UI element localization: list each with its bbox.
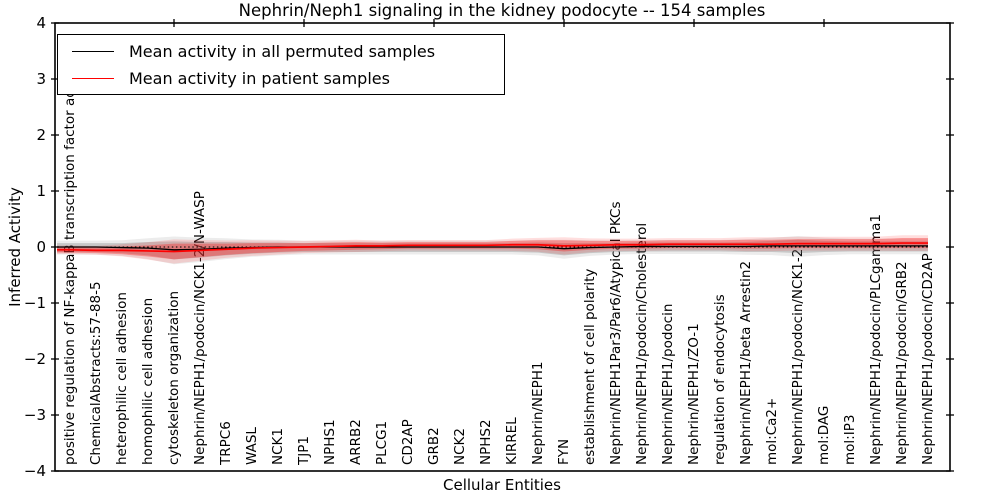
y-tick-label: −2	[24, 350, 46, 368]
x-tick-label: Nephrin/NEPH1/podocin/PLCgamma1	[868, 214, 884, 465]
x-tick-label: establishment of cell polarity	[582, 269, 598, 465]
y-tick-label: 2	[36, 126, 46, 144]
x-tick-label: Nephrin/NEPH1	[530, 362, 546, 465]
legend-entry-patient: Mean activity in patient samples	[58, 65, 504, 91]
legend-label-patient: Mean activity in patient samples	[129, 68, 390, 88]
y-tick-label: 3	[36, 70, 46, 88]
x-tick-label: mol:DAG	[816, 406, 832, 465]
y-tick-label: 0	[36, 238, 46, 256]
permuted-mean-line	[57, 245, 928, 251]
x-tick-label: PLCG1	[374, 421, 390, 465]
patient-samples-range-outer-band	[57, 235, 928, 264]
x-tick-label: Nephrin/NEPH1Par3/Par6/Atypical PKCs	[608, 202, 624, 466]
patient-mean-line	[57, 242, 928, 253]
x-tick-label: NCK2	[452, 428, 468, 465]
x-tick-label: Nephrin/NEPH1/podocin/NCK1-2	[790, 249, 806, 465]
permuted-samples-range-outer-band	[57, 236, 928, 265]
x-tick-label: homophilic cell adhesion	[140, 298, 156, 465]
x-tick-label: mol:IP3	[842, 415, 858, 465]
x-tick-label: TRPC6	[218, 421, 234, 466]
x-tick-label: WASL	[244, 427, 260, 465]
y-tick-label: 1	[36, 182, 46, 200]
y-tick-label: 4	[36, 14, 46, 32]
x-tick-label: NCK1	[270, 428, 286, 465]
x-tick-label: regulation of endocytosis	[712, 294, 728, 465]
x-tick-label: TJP1	[296, 436, 312, 466]
x-tick-label: Nephrin/NEPH1/podocin	[660, 304, 676, 465]
legend-entry-permuted: Mean activity in all permuted samples	[58, 38, 504, 64]
x-tick-label: KIRREL	[504, 417, 520, 465]
x-tick-label: CD2AP	[400, 419, 416, 465]
x-tick-label: GRB2	[426, 427, 442, 465]
y-tick-label: −3	[24, 406, 46, 424]
x-tick-label: Nephrin/NEPH1/ZO-1	[686, 323, 702, 465]
x-tick-label: positive regulation of NF-kappaB transcr…	[62, 56, 78, 465]
x-axis-title: Cellular Entities	[443, 476, 561, 494]
x-tick-label: Nephrin/NEPH1/podocin/GRB2	[894, 261, 910, 465]
chart-title: Nephrin/Neph1 signaling in the kidney po…	[238, 1, 766, 20]
y-tick-label: −1	[24, 294, 46, 312]
x-tick-label: ARRB2	[348, 419, 364, 465]
x-tick-label: NPHS1	[322, 419, 338, 465]
x-tick-label: ChemicalAbstracts:57-88-5	[88, 281, 104, 465]
x-tick-label: cytoskeleton organization	[166, 291, 182, 465]
y-axis-title: Inferred Activity	[6, 187, 24, 307]
x-tick-label: Nephrin/NEPH1/podocin/CD2AP	[920, 253, 936, 465]
x-tick-label: Nephrin/NEPH1/beta Arrestin2	[738, 261, 754, 465]
x-tick-label: mol:Ca2+	[764, 398, 780, 465]
legend-box: Mean activity in all permuted samples Me…	[57, 34, 505, 95]
x-tick-label: FYN	[556, 439, 572, 465]
y-tick-label: −4	[24, 462, 46, 480]
x-tick-label: Nephrin/NEPH1/podocin/Cholesterol	[634, 223, 650, 465]
legend-label-permuted: Mean activity in all permuted samples	[129, 41, 436, 61]
patient-line-swatch	[72, 77, 114, 79]
permuted-line-swatch	[72, 50, 114, 52]
x-tick-label: NPHS2	[478, 419, 494, 465]
x-tick-label: Nephrin/NEPH1/podocin/NCK1-2/N-WASP	[192, 191, 208, 465]
x-tick-label: heterophilic cell adhesion	[114, 292, 130, 465]
